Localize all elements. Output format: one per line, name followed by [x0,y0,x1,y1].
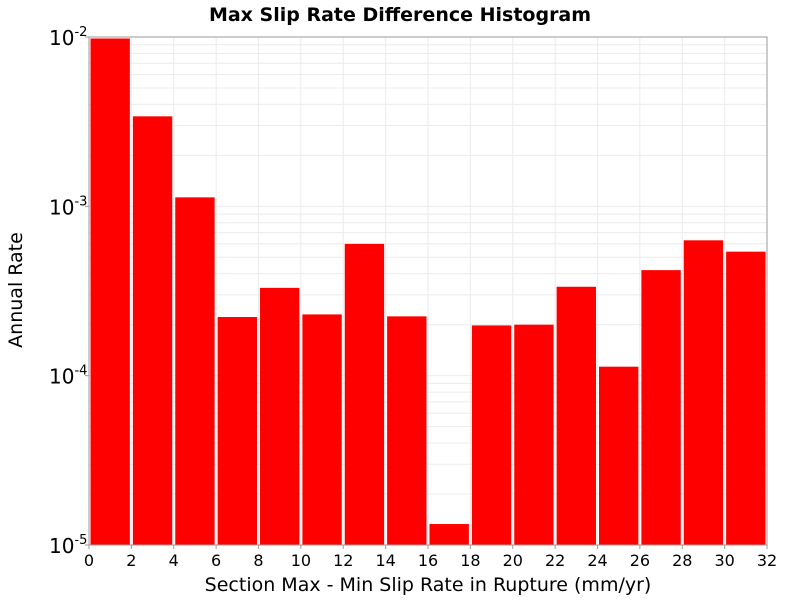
x-tick-label: 18 [460,551,480,570]
histogram-bar [599,366,639,545]
histogram-bar [514,324,554,545]
y-tick-exponent: -4 [74,364,87,379]
y-axis-label: Annual Rate [5,232,27,348]
x-tick-label: 16 [418,551,438,570]
histogram-bar [132,116,173,545]
histogram-bar [175,197,215,545]
histogram-bar [556,286,596,545]
histogram-bar [260,287,300,545]
histogram-bar [344,243,385,545]
x-axis-ticks: 0 2 4 6 8 10 12 14 16 18 20 22 24 26 28 30 32 [84,545,777,570]
x-tick-label: 20 [503,551,523,570]
y-tick-label: 10-5 [49,533,87,558]
histogram-bar [726,251,766,545]
histogram-bar [683,240,724,546]
x-tick-label: 26 [630,551,650,570]
y-axis-ticks: 10-5 10-4 10-3 10-2 [49,25,89,558]
x-tick-label: 32 [757,551,777,570]
x-tick-label: 0 [84,551,94,570]
x-tick-label: 24 [587,551,607,570]
x-tick-label: 10 [291,551,311,570]
y-tick-exponent: -5 [74,533,87,548]
chart-title: Max Slip Rate Difference Histogram [209,4,591,26]
x-tick-label: 4 [169,551,179,570]
x-tick-label: 14 [375,551,395,570]
histogram-bar [429,524,469,545]
y-tick-label: 10-3 [49,194,87,219]
x-tick-label: 30 [714,551,734,570]
x-tick-label: 8 [253,551,263,570]
x-tick-label: 12 [333,551,353,570]
histogram-bar [387,316,427,545]
histogram-bar [90,38,130,545]
y-tick-label: 10-4 [49,364,87,389]
x-tick-label: 2 [126,551,136,570]
histogram-bar [302,314,342,545]
x-tick-label: 28 [672,551,692,570]
y-tick-label: 10-2 [49,25,87,50]
histogram-bar [641,270,681,545]
bars [90,38,766,546]
histogram-bar [471,325,512,545]
y-tick-exponent: -2 [74,25,87,40]
histogram-bar [217,317,257,545]
y-tick-exponent: -3 [74,194,87,209]
x-tick-label: 22 [545,551,565,570]
x-axis-label: Section Max - Min Slip Rate in Rupture (… [205,574,652,596]
x-tick-label: 6 [211,551,221,570]
